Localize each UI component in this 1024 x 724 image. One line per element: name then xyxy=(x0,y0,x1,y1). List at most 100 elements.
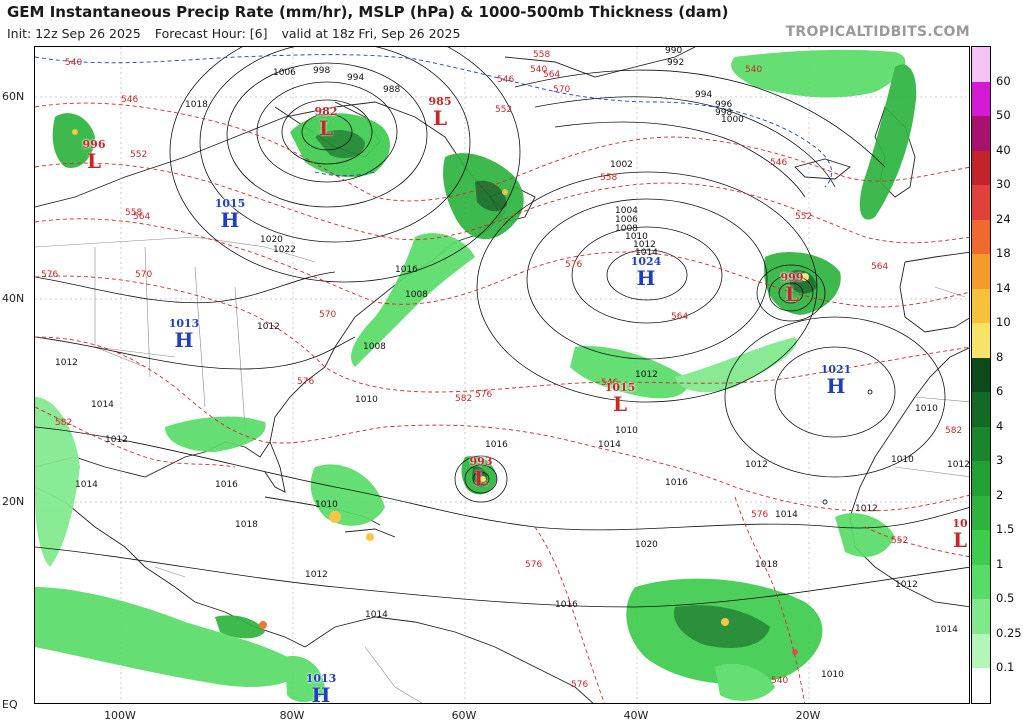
colorbar-segment xyxy=(972,461,990,497)
isobar-label: 1016 xyxy=(665,478,688,488)
colorbar-tick-label: 4 xyxy=(996,418,1004,433)
isobar-label: 1010 xyxy=(821,670,844,680)
isobar-label: 1014 xyxy=(635,248,658,258)
thickness-label: 540 xyxy=(745,65,762,75)
lon-label-60w: 60W xyxy=(451,709,477,722)
isobar-label: 1018 xyxy=(755,560,778,570)
thickness-label: 576 xyxy=(41,270,58,280)
isobar-label: 1012 xyxy=(895,580,918,590)
isobar-label: 1010 xyxy=(315,500,338,510)
thickness-label: 576 xyxy=(525,560,542,570)
thickness-label: 540 xyxy=(771,676,788,686)
thickness-label: 570 xyxy=(553,85,570,95)
thickness-label: 564 xyxy=(543,70,560,80)
isobar-label: 1006 xyxy=(273,68,296,78)
isobar-label: 1012 xyxy=(745,460,768,470)
isobar-label: 1008 xyxy=(363,342,386,352)
colorbar-segment xyxy=(972,599,990,635)
colorbar-tick-label: 30 xyxy=(996,177,1011,192)
isobar-label: 1014 xyxy=(91,400,114,410)
thickness-label: 576 xyxy=(751,510,768,520)
colorbar-tick-label: 60 xyxy=(996,73,1011,88)
colorbar-segment xyxy=(972,668,990,704)
isobar-label: 1012 xyxy=(855,504,878,514)
colorbar-segment xyxy=(972,116,990,152)
colorbar-segment xyxy=(972,357,990,393)
thickness-label: 546 xyxy=(601,378,618,388)
pressure-center-high: 1021 H xyxy=(820,363,852,398)
thickness-label: 570 xyxy=(319,310,336,320)
thickness-label: 552 xyxy=(130,150,147,160)
isobar-label: 1014 xyxy=(365,610,388,620)
lon-label-80w: 80W xyxy=(279,709,305,722)
isobar-label: 1012 xyxy=(55,358,78,368)
colorbar-segment xyxy=(972,495,990,531)
init-time: Init: 12z Sep 26 2025 xyxy=(7,26,141,41)
isobar-label: 996 xyxy=(715,100,732,110)
isobar-label: 1000 xyxy=(721,115,744,125)
colorbar-tick-label: 1.5 xyxy=(996,522,1015,537)
isobar-label: 1012 xyxy=(633,240,656,250)
isobar-label: 1010 xyxy=(891,455,914,465)
thickness-contours xyxy=(35,102,969,703)
isobar-label: 998 xyxy=(715,108,732,118)
pressure-center-high: 1013 H xyxy=(305,672,337,707)
lat-label-40n: 40N xyxy=(2,292,25,305)
thickness-label: 558 xyxy=(125,208,142,218)
colorbar-segment xyxy=(972,323,990,359)
thickness-label: 576 xyxy=(571,680,588,690)
isobar-label: 1016 xyxy=(555,600,578,610)
thickness-label: 564 xyxy=(671,312,688,322)
colorbar-tick-label: 10 xyxy=(996,315,1011,330)
thickness-label: 582 xyxy=(455,394,472,404)
colorbar-segment xyxy=(972,426,990,462)
colorbar-tick-label: 50 xyxy=(996,108,1011,123)
pressure-center-low: 10 L xyxy=(952,517,968,552)
thickness-label: 576 xyxy=(565,260,582,270)
thickness-label: 546 xyxy=(770,158,787,168)
thickness-label: 558 xyxy=(600,173,617,183)
colorbar-tick-label: 0.5 xyxy=(996,591,1015,606)
colorbar-segment xyxy=(972,392,990,428)
thickness-label: 552 xyxy=(795,212,812,222)
forecast-map: 1006 998 994 988 990 992 994 996 998 1000 1002 1004… xyxy=(34,46,970,704)
isobar-label: 1008 xyxy=(615,224,638,234)
isobar-label: 992 xyxy=(667,58,684,68)
isobar-label: 1018 xyxy=(185,100,208,110)
lat-label-eq: EQ xyxy=(2,698,18,711)
isobar-label: 1016 xyxy=(215,480,238,490)
colorbar-tick-label: 14 xyxy=(996,280,1011,295)
isobar-label: 1014 xyxy=(935,625,958,635)
isobar-label: 1022 xyxy=(273,245,296,255)
lat-label-20n: 20N xyxy=(2,495,25,508)
isobar-label: 1014 xyxy=(75,480,98,490)
thickness-label: 540 xyxy=(530,65,547,75)
isobar-label: 1004 xyxy=(615,206,638,216)
thickness-label: 582 xyxy=(945,426,962,436)
pressure-center-high: 1015 H xyxy=(214,197,246,232)
colorbar-segment xyxy=(972,47,990,83)
isobar-label: 1012 xyxy=(947,460,970,470)
pressure-center-low: 999 L xyxy=(780,271,804,306)
colorbar-tick-label: 8 xyxy=(996,349,1004,364)
colorbar-tick-label: 40 xyxy=(996,142,1011,157)
header: GEM Instantaneous Precip Rate (mm/hr), M… xyxy=(0,0,1024,46)
colorbar-segment xyxy=(972,81,990,117)
colorbar-tick-label: 0.1 xyxy=(996,660,1015,675)
map-subtitle: Init: 12z Sep 26 2025 Forecast Hour: [6]… xyxy=(7,26,470,41)
isobar-label: 1012 xyxy=(105,435,128,445)
colorbar-tick-label: 18 xyxy=(996,246,1011,261)
valid-time: valid at 18z Fri, Sep 26 2025 xyxy=(281,26,461,41)
lon-label-40w: 40W xyxy=(623,709,649,722)
colorbar-segment xyxy=(972,185,990,221)
isobar-label: 1014 xyxy=(775,510,798,520)
isobar-label: 1002 xyxy=(610,160,633,170)
thickness-label: 570 xyxy=(135,270,152,280)
pressure-center-low: 993 L xyxy=(469,455,493,490)
isobar-labels: 1006 998994988990992994996998100010021004… xyxy=(55,47,970,680)
isobar-label: 1010 xyxy=(355,395,378,405)
isobar-label: 994 xyxy=(347,73,364,83)
thickness-label: 552 xyxy=(891,536,908,546)
thickness-label: 582 xyxy=(55,418,72,428)
isobar-label: 1016 xyxy=(485,440,508,450)
